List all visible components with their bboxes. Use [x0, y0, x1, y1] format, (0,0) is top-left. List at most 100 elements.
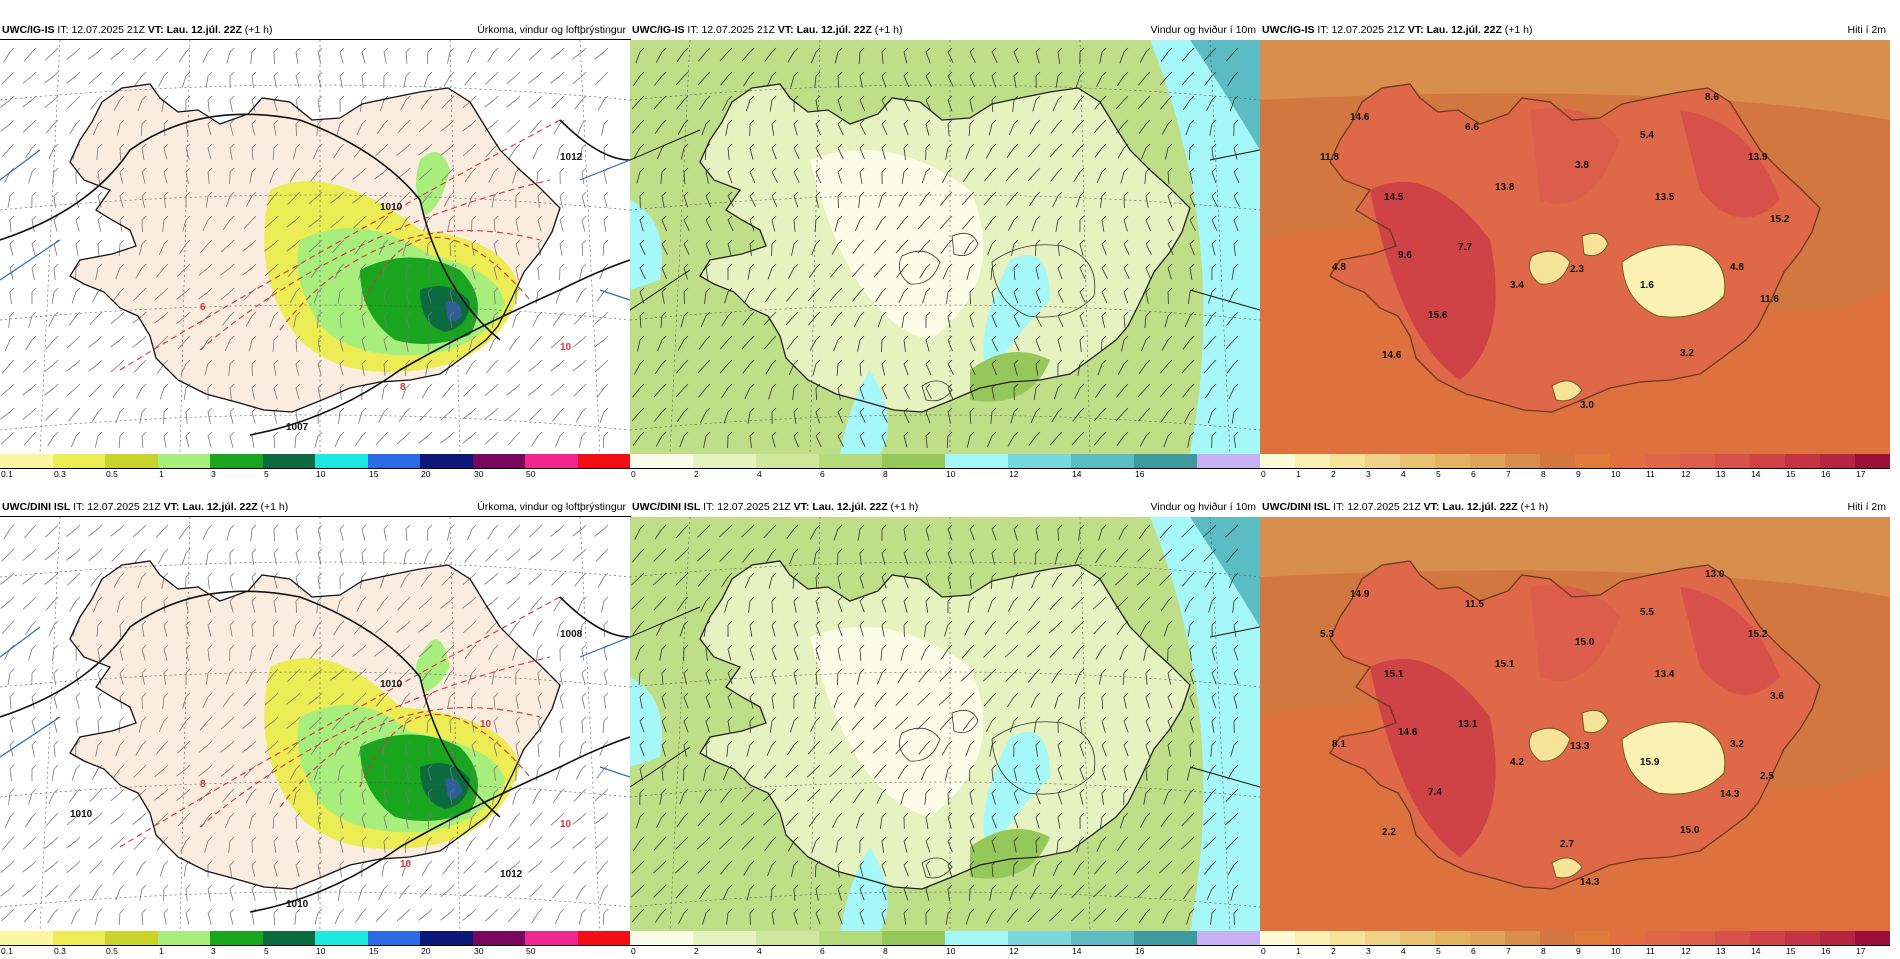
colorbar-tick-label: 3 [1366, 946, 1371, 956]
init-time: 12.07.2025 21Z [717, 501, 791, 513]
colorbar-swatch [1008, 454, 1071, 468]
precip-label: 6 [200, 302, 206, 313]
colorbar-tick-label: 30 [474, 469, 483, 479]
temp-label: 13.8 [1495, 182, 1515, 193]
precip-label: 10 [560, 819, 572, 830]
colorbar-tick-label: 7 [1506, 946, 1511, 956]
colorbar-swatch [882, 931, 945, 945]
colorbar-tick-label: 0 [1261, 469, 1266, 479]
colorbar-swatch [420, 931, 473, 945]
wind-map[interactable] [630, 517, 1260, 931]
panel-header: UWC/DINI ISL IT: 12.07.2025 21Z VT: Lau.… [0, 497, 630, 517]
temp-label: 14.3 [1720, 789, 1740, 800]
temp-label: 13.1 [1458, 719, 1478, 730]
colorbar-swatch [1785, 454, 1820, 468]
colorbar-tick-label: 17 [1856, 946, 1865, 956]
colorbar-tick-label: 16 [1821, 469, 1830, 479]
colorbar-swatch [945, 454, 1008, 468]
isobar-label: 1012 [500, 869, 523, 880]
colorbar-tick-label: 10 [316, 946, 325, 956]
valid-time: Lau. 12.júl. 22Z [812, 501, 887, 513]
colorbar-swatch [263, 931, 316, 945]
valid-time: Lau. 12.júl. 22Z [1442, 501, 1517, 513]
colorbar-swatch [1400, 931, 1435, 945]
temp-label: 2.2 [1382, 827, 1396, 838]
it-label: IT: [1317, 24, 1328, 36]
colorbar-tick-label: 3 [211, 469, 216, 479]
colorbar-swatch [1505, 454, 1540, 468]
colorbar-swatch [578, 931, 631, 945]
colorbar-swatch [210, 454, 263, 468]
colorbar-tick-label: 0 [631, 946, 636, 956]
colorbar-tick-label: 15 [369, 469, 378, 479]
temp-label: 15.0 [1575, 637, 1595, 648]
panel-title: Úrkoma, vindur og loftþrýstingur [477, 20, 626, 40]
colorbar-swatch [1680, 454, 1715, 468]
colorbar-tick-label: 11 [1646, 469, 1655, 479]
colorbar-tick-label: 50 [526, 946, 535, 956]
it-label: IT: [703, 501, 714, 513]
model-name: UWC/IG-IS [2, 24, 55, 36]
colorbar-swatch [1680, 931, 1715, 945]
colorbar-swatch [1575, 454, 1610, 468]
colorbar-tick-label: 9 [1576, 469, 1581, 479]
colorbar-swatch [693, 931, 756, 945]
colorbar-tick-label: 5 [264, 946, 269, 956]
temp-label: 7.7 [1458, 242, 1472, 253]
colorbar-tick-label: 1 [1296, 946, 1301, 956]
colorbar-tick-label: 12 [1681, 469, 1690, 479]
colorbar-swatch [1260, 931, 1295, 945]
temp-label: 8.1 [1332, 739, 1346, 750]
temp-label: 11.6 [1760, 294, 1779, 305]
colorbar-tick-label: 20 [421, 946, 430, 956]
colorbar-tick-label: 14 [1751, 946, 1760, 956]
colorbar-tick-label: 8 [1541, 946, 1546, 956]
vt-label: VT: [778, 24, 794, 36]
temp-label: 5.3 [1320, 629, 1334, 640]
colorbar-tick-label: 5 [1436, 946, 1441, 956]
model-name: UWC/IG-IS [1262, 24, 1315, 36]
colorbar-tick-label: 11 [1646, 946, 1655, 956]
temp-label: 2.7 [1560, 839, 1574, 850]
temp-label: 13.3 [1570, 741, 1590, 752]
colorbar-tick-label: 4 [757, 469, 762, 479]
temp-label: 15.6 [1428, 310, 1448, 321]
colorbar-swatch [210, 931, 263, 945]
colorbar-swatch [1435, 454, 1470, 468]
colorbar-swatch [1505, 931, 1540, 945]
colorbar-swatch [420, 454, 473, 468]
temp-label: 3.0 [1580, 400, 1594, 411]
colorbar-tick-label: 13 [1716, 469, 1725, 479]
colorbar-swatch [1540, 931, 1575, 945]
valid-time: Lau. 12.júl. 22Z [1427, 24, 1502, 36]
colorbar-swatch [1071, 454, 1134, 468]
temp-label: 14.6 [1382, 350, 1402, 361]
temp-label: 15.9 [1640, 757, 1660, 768]
colorbar-swatch [315, 931, 368, 945]
colorbar-tick-label: 3 [1366, 469, 1371, 479]
temp-label: 3.6 [1770, 691, 1784, 702]
colorbar-swatch [693, 454, 756, 468]
colorbar-tick-label: 0.3 [54, 946, 66, 956]
colorbar-tick-label: 13 [1716, 946, 1725, 956]
wind-map[interactable] [630, 40, 1260, 454]
temp-label: 11.5 [1465, 599, 1484, 610]
panel-title: Vindur og hviður í 10m [1151, 20, 1256, 40]
colorbar-tick-label: 3 [211, 946, 216, 956]
colorbar-swatch [1260, 454, 1295, 468]
colorbar-tick-label: 12 [1009, 946, 1018, 956]
colorbar-swatch [1365, 931, 1400, 945]
colorbar-swatch [1750, 454, 1785, 468]
colorbar-tick-label: 10 [946, 946, 955, 956]
vt-label: VT: [148, 24, 164, 36]
temp-label: 3.2 [1680, 348, 1694, 359]
colorbar-tick-label: 12 [1681, 946, 1690, 956]
colorbar-tick-label: 2 [694, 946, 699, 956]
colorbar-tick-label: 20 [421, 469, 430, 479]
colorbar-tick-label: 2 [1331, 469, 1336, 479]
